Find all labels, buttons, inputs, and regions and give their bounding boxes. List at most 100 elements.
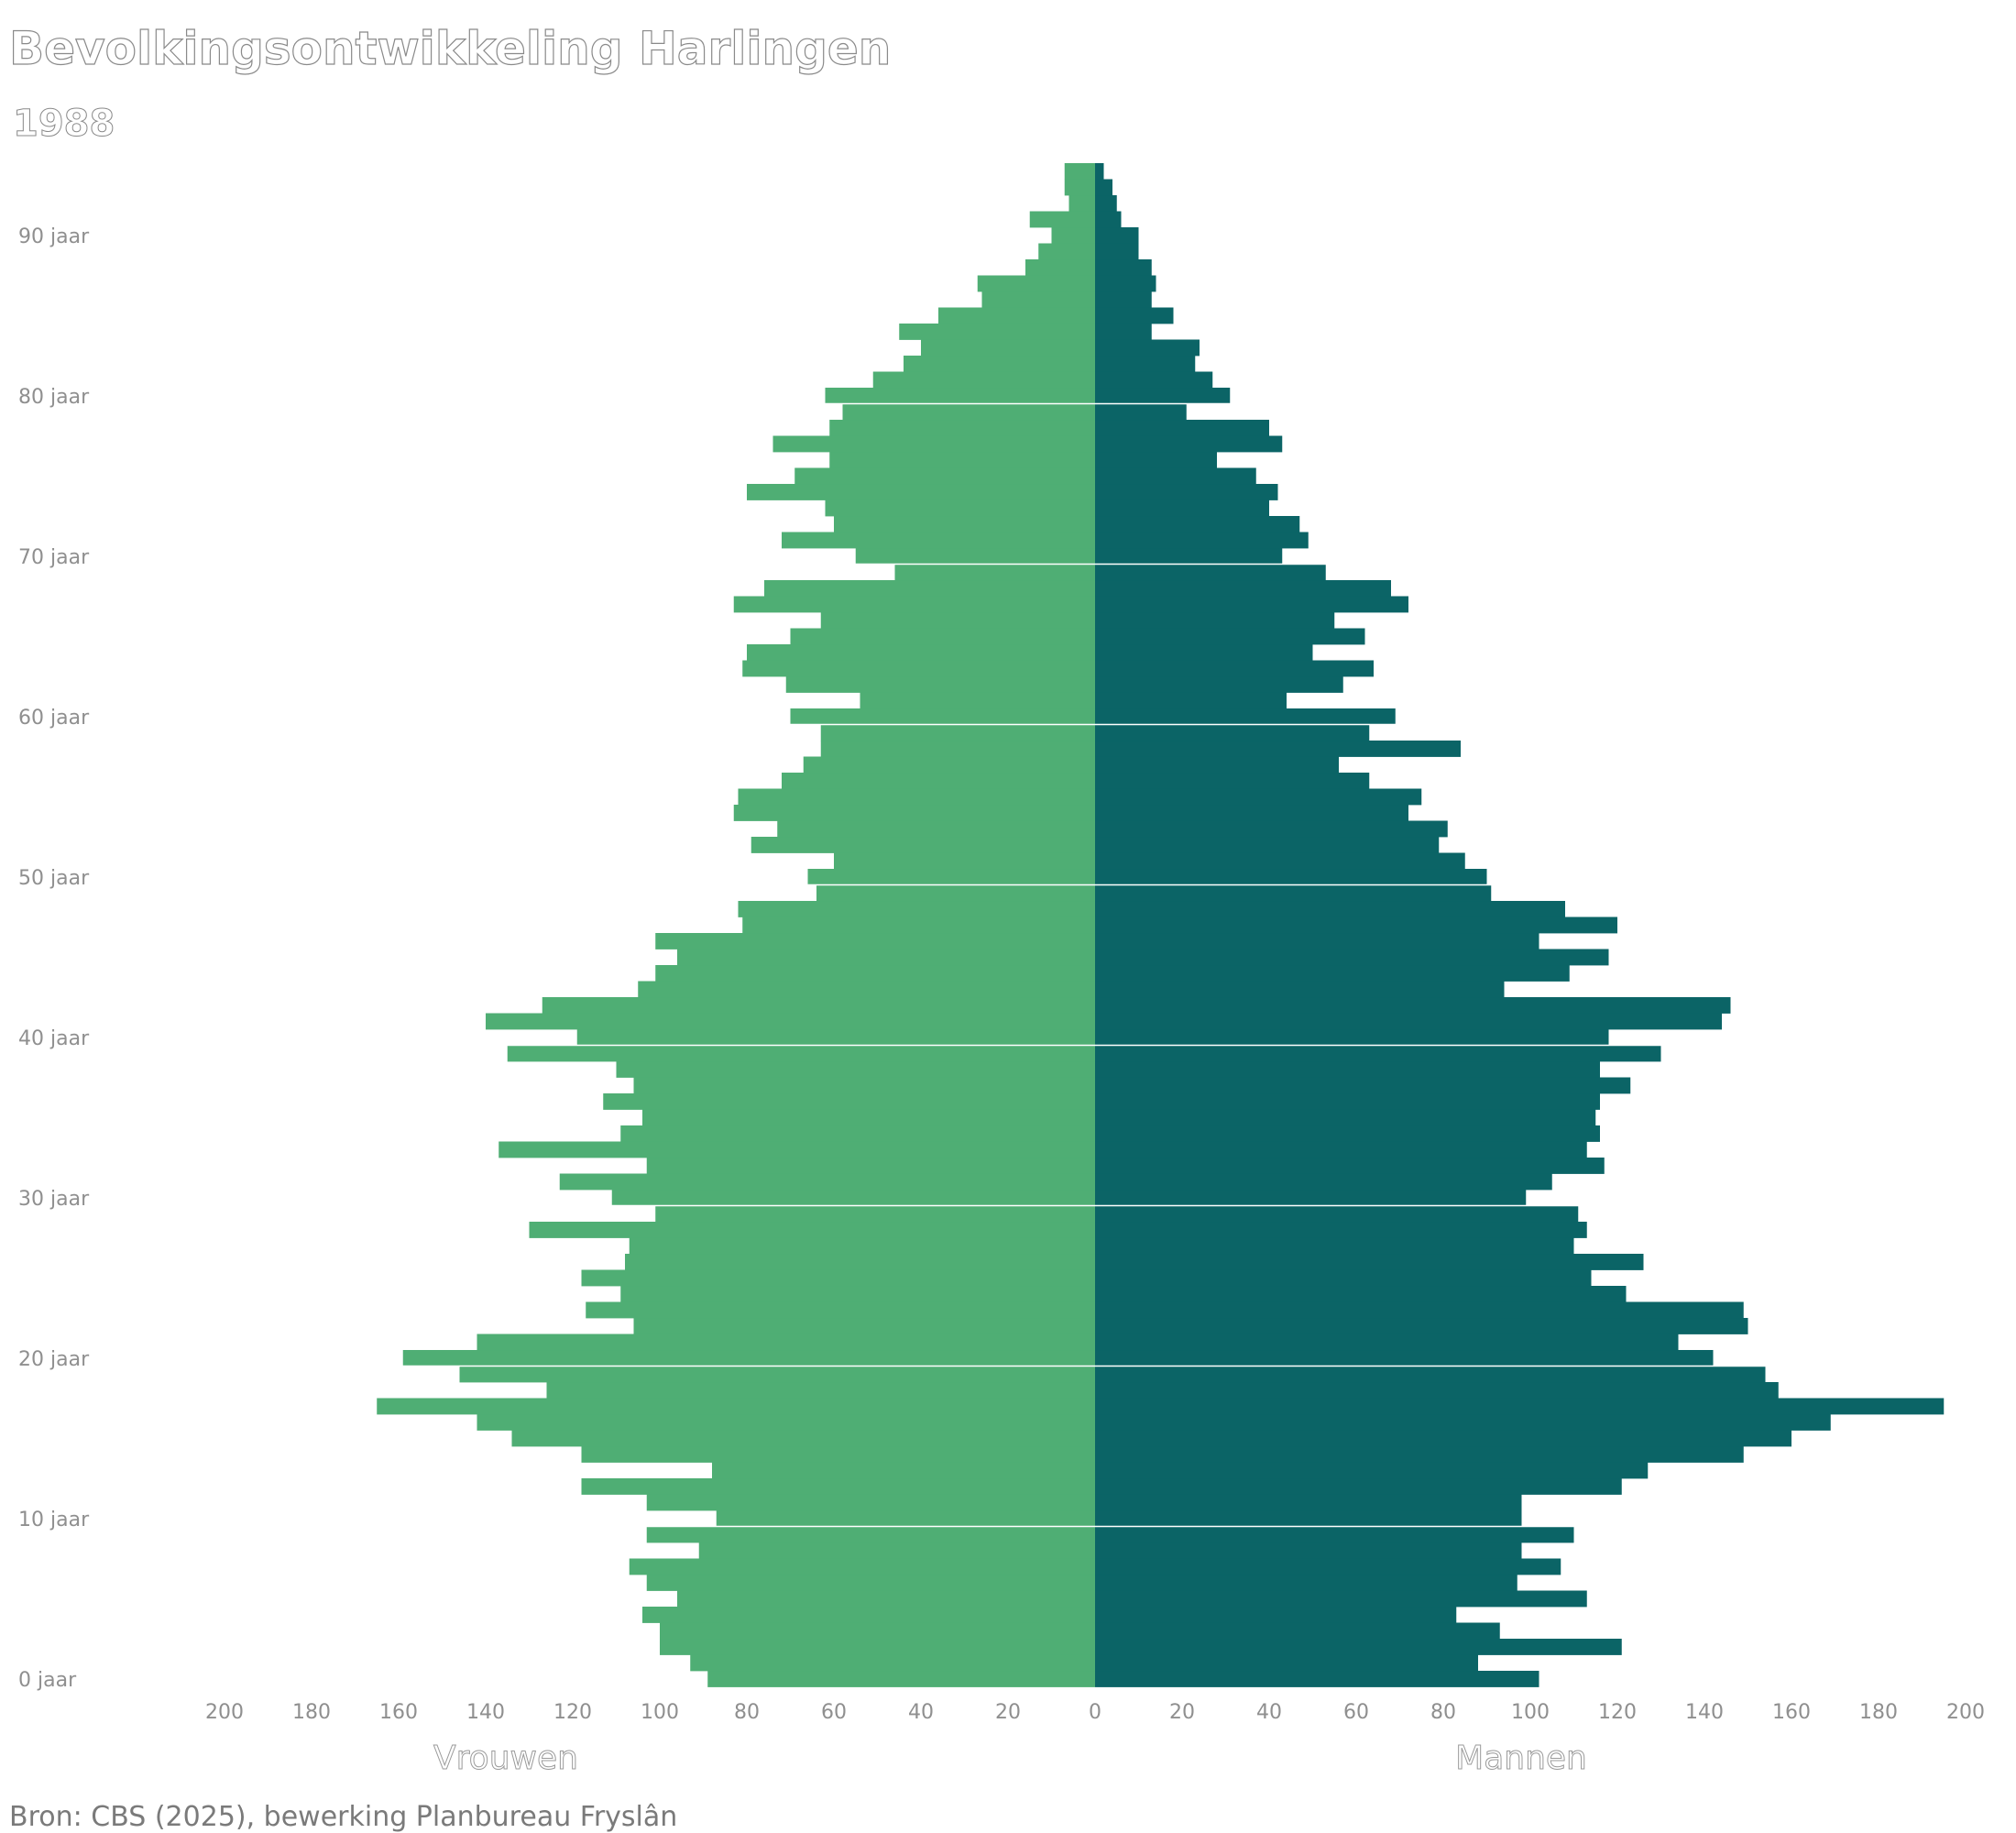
bar-vrouwen-18	[546, 1382, 1095, 1399]
bar-vrouwen-55	[738, 788, 1095, 806]
bar-mannen-8	[1095, 1542, 1522, 1559]
bar-vrouwen-44	[655, 965, 1095, 982]
bar-mannen-61	[1095, 692, 1287, 709]
bar-vrouwen-53	[777, 820, 1095, 838]
x-axis-ticks: 200 180 160 140 120 100 80 60 40 20 0 20 40 60 80 100 12…	[205, 1701, 1985, 1724]
bar-vrouwen-91	[1029, 211, 1095, 228]
bar-mannen-67	[1095, 596, 1408, 613]
chart-title: Bevolkingsontwikkeling Harlingen	[9, 22, 891, 75]
bar-vrouwen-54	[733, 805, 1095, 821]
bar-vrouwen-45	[677, 949, 1095, 966]
bar-vrouwen-40	[576, 1029, 1095, 1046]
bar-mannen-59	[1095, 724, 1370, 741]
bar-mannen-17	[1095, 1398, 1945, 1415]
bar-mannen-38	[1095, 1061, 1600, 1078]
bar-mannen-46	[1095, 933, 1539, 949]
bar-vrouwen-21	[477, 1334, 1095, 1351]
x-tick-label-left: 40	[908, 1701, 934, 1724]
bar-mannen-28	[1095, 1222, 1587, 1238]
bar-mannen-22	[1095, 1318, 1748, 1334]
bar-mannen-12	[1095, 1478, 1622, 1495]
x-tick-label-right: 140	[1685, 1701, 1724, 1724]
bar-mannen-69	[1095, 564, 1326, 581]
bar-mannen-77	[1095, 435, 1283, 453]
bar-vrouwen-39	[507, 1045, 1095, 1062]
x-tick-label-left: 140	[466, 1701, 505, 1724]
bar-vrouwen-37	[633, 1077, 1095, 1094]
y-tick-label: 40 jaar	[18, 1027, 90, 1050]
chart-subtitle: 1988	[13, 103, 115, 145]
bar-mannen-20	[1095, 1350, 1714, 1367]
bar-mannen-54	[1095, 805, 1408, 821]
bar-mannen-16	[1095, 1414, 1831, 1431]
bar-mannen-3	[1095, 1622, 1500, 1640]
bar-mannen-84	[1095, 324, 1152, 340]
bar-mannen-5	[1095, 1590, 1587, 1608]
bar-vrouwen-89	[1038, 243, 1095, 260]
bar-vrouwen-25	[581, 1269, 1095, 1287]
bar-vrouwen-14	[581, 1446, 1095, 1463]
x-tick-label-right: 40	[1256, 1701, 1282, 1724]
bar-vrouwen-72	[834, 516, 1095, 532]
bar-vrouwen-51	[834, 852, 1095, 870]
bar-vrouwen-90	[1051, 227, 1095, 244]
bar-mannen-71	[1095, 532, 1309, 549]
bar-vrouwen-79	[842, 403, 1095, 421]
y-tick-label: 70 jaar	[18, 546, 90, 569]
bar-mannen-72	[1095, 516, 1300, 532]
bar-vrouwen-9	[646, 1526, 1095, 1543]
x-tick-label-right: 180	[1859, 1701, 1898, 1724]
bar-vrouwen-49	[816, 884, 1095, 902]
bar-vrouwen-19	[459, 1366, 1095, 1383]
bar-mannen-10	[1095, 1510, 1522, 1527]
bar-mannen-41	[1095, 1013, 1722, 1030]
bar-vrouwen-41	[486, 1013, 1095, 1030]
bar-vrouwen-22	[633, 1318, 1095, 1334]
bar-vrouwen-50	[807, 869, 1095, 885]
bar-vrouwen-11	[646, 1494, 1095, 1511]
bar-mannen-87	[1095, 275, 1156, 292]
bar-vrouwen-56	[782, 773, 1095, 789]
bar-mannen-6	[1095, 1575, 1517, 1591]
x-tick-label-left: 80	[734, 1701, 760, 1724]
bar-vrouwen-3	[660, 1622, 1095, 1640]
bar-vrouwen-4	[642, 1607, 1095, 1623]
bar-vrouwen-15	[511, 1430, 1095, 1447]
bar-mannen-0	[1095, 1671, 1539, 1687]
bar-mannen-18	[1095, 1382, 1779, 1399]
bar-mannen-90	[1095, 227, 1139, 244]
bar-mannen-33	[1095, 1141, 1587, 1158]
bar-mannen-85	[1095, 307, 1174, 324]
x-tick-label-right: 200	[1946, 1701, 1985, 1724]
bar-vrouwen-61	[860, 692, 1095, 709]
bar-vrouwen-67	[733, 596, 1095, 613]
x-tick-label-right: 60	[1343, 1701, 1369, 1724]
bar-mannen-42	[1095, 997, 1731, 1014]
bar-mannen-34	[1095, 1125, 1600, 1142]
bar-vrouwen-94	[1064, 163, 1095, 180]
bar-vrouwen-38	[616, 1061, 1095, 1078]
y-axis-labels: 0 jaar 10 jaar 20 jaar 30 jaar 40 jaar 50 jaa…	[18, 225, 90, 1692]
bar-mannen-37	[1095, 1077, 1631, 1094]
bar-vrouwen-8	[698, 1542, 1095, 1559]
bar-vrouwen-16	[477, 1414, 1095, 1431]
bar-vrouwen-78	[829, 420, 1095, 436]
x-tick-label-right: 20	[1169, 1701, 1195, 1724]
bar-vrouwen-34	[620, 1125, 1095, 1142]
bar-mannen-23	[1095, 1301, 1744, 1319]
bar-mannen-65	[1095, 628, 1365, 645]
bar-mannen-57	[1095, 756, 1339, 774]
bar-mannen-48	[1095, 901, 1565, 917]
bar-mannen-40	[1095, 1029, 1609, 1046]
bar-vrouwen-63	[742, 660, 1095, 677]
bar-mannen-86	[1095, 291, 1152, 308]
bar-mannen-73	[1095, 499, 1269, 517]
bar-vrouwen-17	[377, 1398, 1095, 1415]
bar-vrouwen-82	[904, 356, 1095, 372]
bar-vrouwen-80	[825, 388, 1095, 404]
bar-vrouwen-83	[921, 339, 1095, 357]
bar-vrouwen-10	[716, 1510, 1095, 1527]
bar-mannen-15	[1095, 1430, 1791, 1447]
bar-mannen-82	[1095, 356, 1196, 372]
